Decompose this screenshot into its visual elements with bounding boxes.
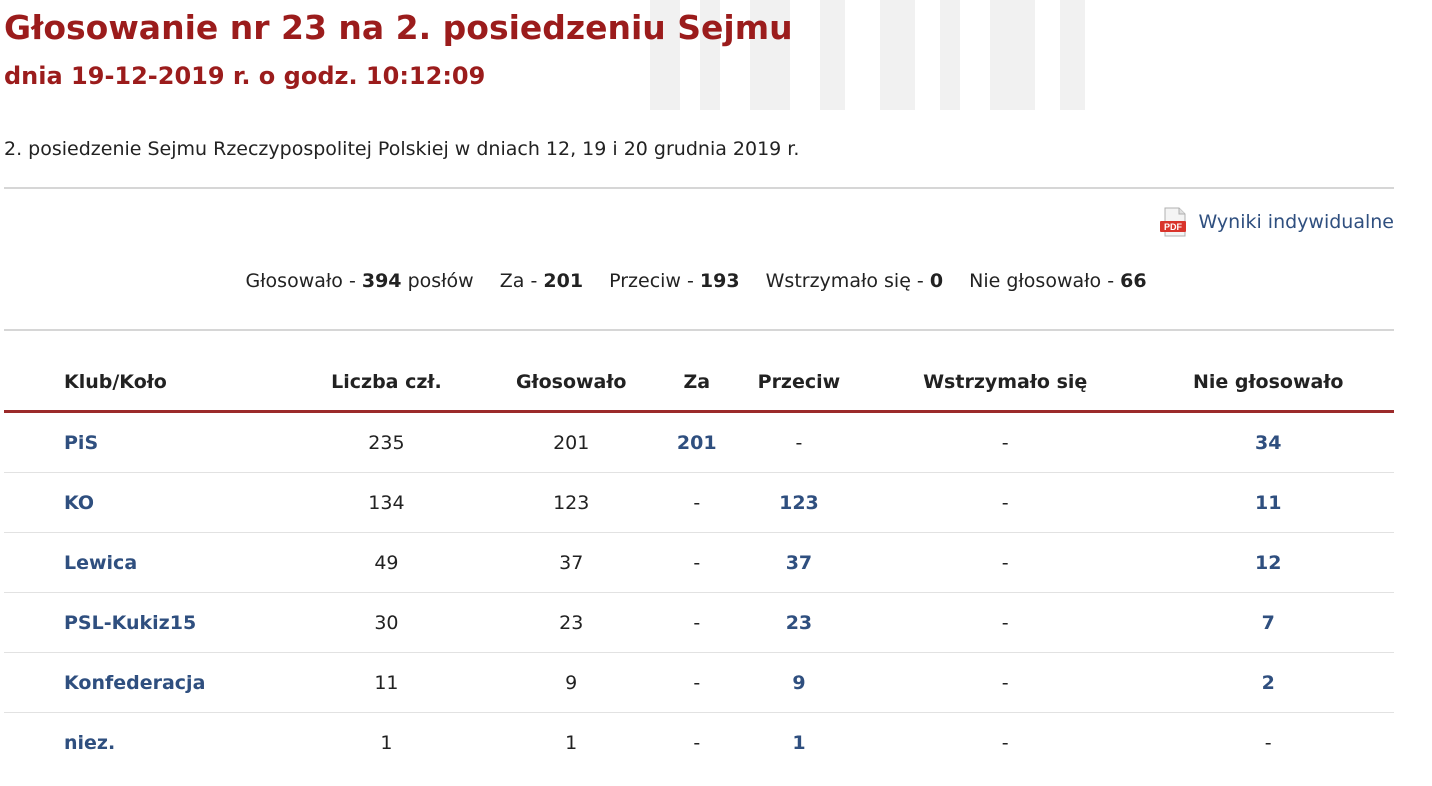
for-link[interactable]: 201 <box>676 431 717 454</box>
club-link[interactable]: Lewica <box>64 551 138 574</box>
page-title: Głosowanie nr 23 na 2. posiedzeniu Sejmu <box>4 8 793 47</box>
summary-abstain: Wstrzymało się - 0 <box>765 270 944 292</box>
summary-voted: Głosowało - 394 posłów <box>245 270 474 292</box>
club-link[interactable]: PiS <box>64 431 99 454</box>
voted-cell: 201 <box>478 411 664 473</box>
summary-against-value: 193 <box>699 270 740 292</box>
table-row: PSL-Kukiz15 30 23 - 23 - 7 <box>4 592 1394 653</box>
novote-link[interactable]: 2 <box>1261 671 1275 694</box>
voted-cell: 23 <box>478 592 664 653</box>
abstain-cell: - <box>867 411 1143 473</box>
divider <box>4 329 1394 331</box>
column-header-for: Za <box>663 354 730 413</box>
abstain-cell: - <box>867 532 1143 593</box>
session-description: 2. posiedzenie Sejmu Rzeczypospolitej Po… <box>4 138 800 160</box>
individual-results-link[interactable]: PDF Wyniki indywidualne <box>1158 206 1394 238</box>
column-header-novote: Nie głosowało <box>1142 354 1394 413</box>
summary-abstain-value: 0 <box>929 270 944 292</box>
for-cell: - <box>663 472 730 533</box>
column-header-members: Liczba czł. <box>294 354 479 413</box>
members-cell: 11 <box>294 652 479 713</box>
against-link[interactable]: 123 <box>779 491 819 514</box>
column-header-voted: Głosowało <box>478 354 664 413</box>
members-cell: 235 <box>294 411 479 473</box>
members-cell: 49 <box>294 532 479 593</box>
results-table: Klub/Koło Liczba czł. Głosowało Za Przec… <box>4 354 1394 772</box>
pdf-icon: PDF <box>1160 207 1187 237</box>
table-row: Konfederacja 11 9 - 9 - 2 <box>4 652 1394 713</box>
vote-datetime: dnia 19-12-2019 r. o godz. 10:12:09 <box>4 62 486 90</box>
novote-cell: - <box>1264 731 1272 754</box>
individual-results-label: Wyniki indywidualne <box>1198 211 1394 233</box>
novote-link[interactable]: 12 <box>1255 551 1282 574</box>
against-link[interactable]: 9 <box>792 671 806 694</box>
voted-cell: 1 <box>565 731 578 754</box>
svg-text:PDF: PDF <box>1164 222 1183 232</box>
abstain-cell: - <box>867 592 1143 653</box>
voted-cell: 37 <box>478 532 664 593</box>
table-header-row: Klub/Koło Liczba czł. Głosowało Za Przec… <box>4 354 1394 413</box>
column-header-against: Przeciw <box>729 354 868 413</box>
table-row: Lewica 49 37 - 37 - 12 <box>4 532 1394 593</box>
against-cell: - <box>729 411 868 473</box>
members-cell: 30 <box>294 592 479 653</box>
for-cell: - <box>663 652 730 713</box>
summary-voted-value: 394 <box>361 270 402 292</box>
for-cell: - <box>663 532 730 593</box>
abstain-cell: - <box>867 652 1143 713</box>
vote-summary: Głosowało - 394 posłów Za - 201 Przeciw … <box>0 270 1392 292</box>
table-row: PiS 235 201 201 - - 34 <box>4 411 1394 473</box>
summary-novote: Nie głosowało - 66 <box>969 270 1147 292</box>
column-header-club: Klub/Koło <box>4 354 294 413</box>
abstain-cell: - <box>1001 731 1009 754</box>
novote-link[interactable]: 34 <box>1255 431 1282 454</box>
summary-against: Przeciw - 193 <box>609 270 740 292</box>
against-link[interactable]: 1 <box>792 731 806 754</box>
novote-link[interactable]: 7 <box>1261 611 1275 634</box>
abstain-cell: - <box>867 472 1143 533</box>
table-row: KO 134 123 - 123 - 11 <box>4 472 1394 533</box>
divider <box>4 187 1394 189</box>
summary-for-value: 201 <box>543 270 584 292</box>
column-header-abstain: Wstrzymało się <box>867 354 1143 413</box>
table-row: niez. 1 1 - 1 - - <box>4 713 1394 773</box>
club-link[interactable]: KO <box>64 491 95 514</box>
summary-novote-value: 66 <box>1120 270 1147 292</box>
summary-for: Za - 201 <box>499 270 584 292</box>
novote-link[interactable]: 11 <box>1255 491 1282 514</box>
against-link[interactable]: 37 <box>785 551 813 574</box>
club-link[interactable]: Konfederacja <box>64 671 206 694</box>
voted-cell: 123 <box>478 472 664 533</box>
club-link[interactable]: PSL-Kukiz15 <box>64 611 197 634</box>
club-link[interactable]: niez. <box>64 731 116 754</box>
voted-cell: 9 <box>478 652 664 713</box>
for-cell: - <box>663 592 730 653</box>
members-cell: 1 <box>380 731 393 754</box>
members-cell: 134 <box>294 472 479 533</box>
for-cell: - <box>693 731 701 754</box>
against-link[interactable]: 23 <box>785 611 813 634</box>
